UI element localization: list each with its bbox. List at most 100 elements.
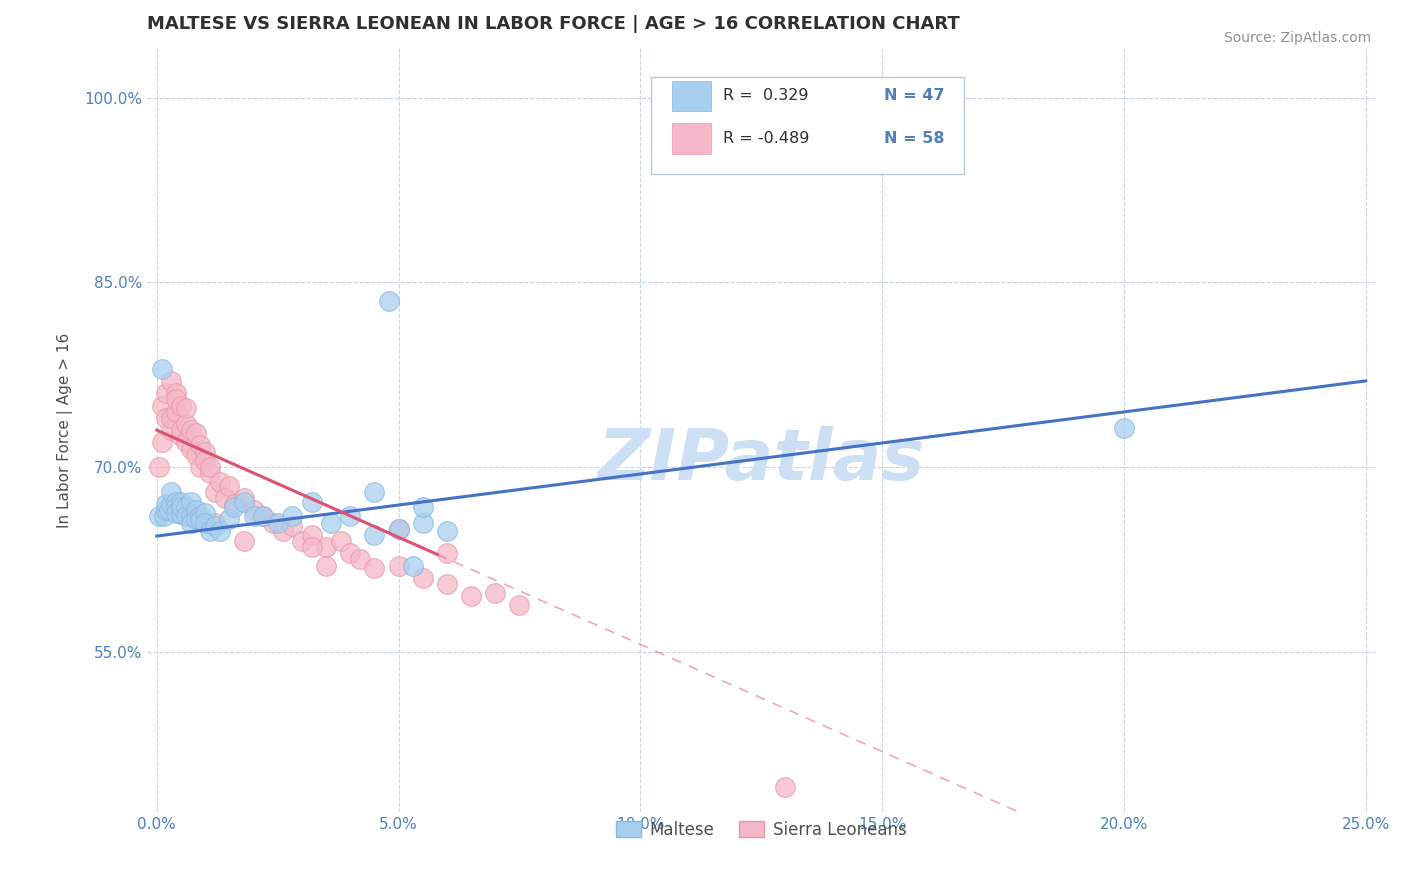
Point xyxy=(436,546,458,560)
Point xyxy=(150,399,173,413)
Point xyxy=(242,509,264,524)
Point xyxy=(484,585,506,599)
Point xyxy=(204,484,226,499)
Point xyxy=(232,533,254,548)
Point xyxy=(148,460,170,475)
Point xyxy=(170,494,193,508)
FancyBboxPatch shape xyxy=(651,77,965,175)
Point xyxy=(174,509,197,524)
Text: R =  0.329: R = 0.329 xyxy=(723,88,808,103)
Point xyxy=(412,500,434,514)
Point xyxy=(165,386,187,401)
Point xyxy=(184,512,207,526)
Point xyxy=(218,478,240,492)
Point xyxy=(436,524,458,538)
Point xyxy=(184,425,207,440)
Point xyxy=(204,519,226,533)
Point xyxy=(402,558,425,573)
Point xyxy=(412,516,434,530)
Point xyxy=(160,484,183,499)
Point xyxy=(315,540,337,554)
Legend: Maltese, Sierra Leoneans: Maltese, Sierra Leoneans xyxy=(609,814,912,846)
Point xyxy=(160,410,183,425)
Point xyxy=(204,516,226,530)
Text: MALTESE VS SIERRA LEONEAN IN LABOR FORCE | AGE > 16 CORRELATION CHART: MALTESE VS SIERRA LEONEAN IN LABOR FORCE… xyxy=(148,15,960,33)
Point xyxy=(150,435,173,450)
Point xyxy=(194,506,217,520)
Point xyxy=(339,546,361,560)
Point xyxy=(155,386,177,401)
Point xyxy=(170,429,193,443)
Point xyxy=(301,528,323,542)
Point xyxy=(378,293,401,308)
Point xyxy=(291,533,314,548)
Point xyxy=(214,491,236,505)
Point xyxy=(319,516,342,530)
Point xyxy=(165,405,187,419)
Point xyxy=(194,454,217,468)
Point xyxy=(174,500,197,514)
Point xyxy=(180,516,202,530)
Point xyxy=(412,571,434,585)
Point xyxy=(198,460,221,475)
Point xyxy=(339,509,361,524)
Point xyxy=(198,467,221,481)
Point xyxy=(271,524,294,538)
Point xyxy=(436,577,458,591)
Point xyxy=(262,516,284,530)
Point xyxy=(170,399,193,413)
FancyBboxPatch shape xyxy=(672,80,711,111)
Point xyxy=(174,401,197,415)
Point xyxy=(252,509,274,524)
Point xyxy=(184,503,207,517)
Point xyxy=(170,423,193,437)
Text: N = 58: N = 58 xyxy=(884,131,945,146)
Point xyxy=(155,497,177,511)
Point xyxy=(363,484,385,499)
Point xyxy=(242,503,264,517)
Point xyxy=(208,524,231,538)
Point xyxy=(349,552,371,566)
Point xyxy=(301,494,323,508)
Text: N = 47: N = 47 xyxy=(884,88,945,103)
Point xyxy=(194,516,217,530)
Point xyxy=(157,503,180,517)
Point xyxy=(232,491,254,505)
Point xyxy=(315,558,337,573)
Y-axis label: In Labor Force | Age > 16: In Labor Force | Age > 16 xyxy=(58,333,73,528)
Point xyxy=(160,374,183,388)
Point xyxy=(165,392,187,407)
Point xyxy=(165,506,187,520)
Point xyxy=(252,509,274,524)
Point xyxy=(165,494,187,508)
Point xyxy=(301,540,323,554)
Point xyxy=(180,442,202,456)
Point xyxy=(180,423,202,437)
Point xyxy=(188,509,211,524)
Point xyxy=(267,516,290,530)
Point xyxy=(363,528,385,542)
Point xyxy=(148,509,170,524)
Point xyxy=(155,410,177,425)
Point xyxy=(188,513,211,527)
Point xyxy=(1112,420,1135,434)
Point xyxy=(184,448,207,462)
Point xyxy=(155,503,177,517)
Point xyxy=(170,507,193,521)
Point xyxy=(188,438,211,452)
Point xyxy=(188,460,211,475)
Point xyxy=(232,494,254,508)
Point xyxy=(160,497,183,511)
Point xyxy=(170,500,193,514)
Point xyxy=(198,524,221,538)
Point xyxy=(194,445,217,459)
Point xyxy=(363,561,385,575)
Point xyxy=(281,509,304,524)
Point xyxy=(388,522,411,536)
Point xyxy=(281,519,304,533)
Point xyxy=(180,494,202,508)
Point xyxy=(218,512,240,526)
Text: Source: ZipAtlas.com: Source: ZipAtlas.com xyxy=(1223,31,1371,45)
Point xyxy=(150,361,173,376)
Point xyxy=(388,558,411,573)
